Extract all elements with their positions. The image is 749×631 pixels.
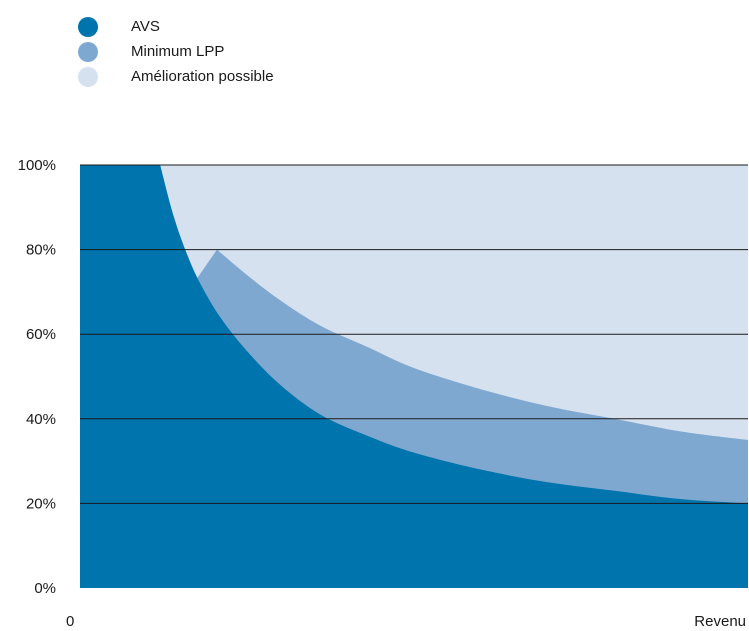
- legend-label: Minimum LPP: [131, 43, 225, 60]
- legend-item: Amélioration possible: [78, 64, 274, 89]
- area-avs: [80, 165, 748, 588]
- legend-label: Amélioration possible: [131, 68, 274, 85]
- legend-item: AVS: [78, 14, 274, 39]
- legend-swatch: [78, 41, 98, 62]
- legend-swatch: [78, 66, 98, 87]
- legend-swatch: [78, 16, 98, 37]
- y-axis-ticks: 0% 20% 40% 60% 80% 100%: [18, 157, 56, 597]
- chart-gridlines: [80, 164, 748, 504]
- x-axis-labels: 0 Revenu: [66, 613, 746, 630]
- y-tick-label: 60%: [26, 326, 56, 343]
- legend-item: Minimum LPP: [78, 39, 274, 64]
- y-tick-label: 40%: [26, 411, 56, 428]
- chart-areas: [80, 165, 748, 588]
- y-tick-label: 20%: [26, 495, 56, 512]
- y-tick-label: 80%: [26, 242, 56, 259]
- y-tick-label: 100%: [18, 157, 56, 174]
- x-axis-label: Revenu: [694, 613, 746, 630]
- x-tick-label: 0: [66, 613, 74, 630]
- legend-label: AVS: [131, 18, 160, 35]
- y-tick-label: 0%: [34, 580, 56, 597]
- chart-legend: AVS Minimum LPP Amélioration possible: [78, 14, 274, 89]
